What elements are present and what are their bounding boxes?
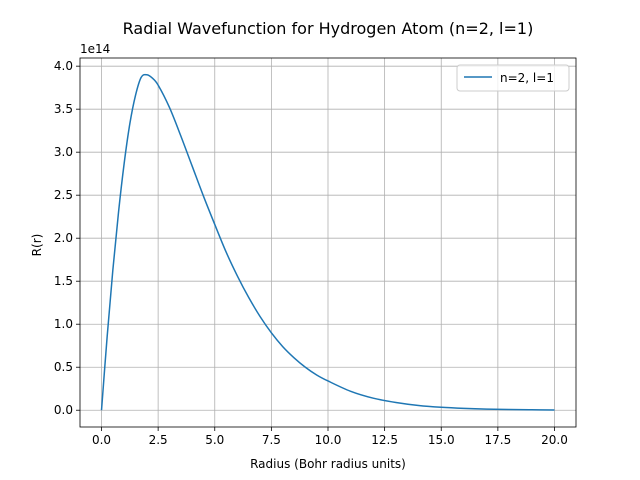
y-scale-label: 1e14 <box>80 42 110 56</box>
plot-frame <box>79 57 577 428</box>
x-tick-label: 5.0 <box>205 433 224 447</box>
axes-layer: 0.0 2.5 5.0 7.5 10.0 12.5 15.0 17.5 20.0 0.0 0.5 1.… <box>54 57 577 447</box>
y-axis-label: R(r) <box>30 234 44 257</box>
y-tick-label: 2.5 <box>54 188 73 202</box>
x-tick-label: 10.0 <box>315 433 342 447</box>
legend: n=2, l=1 <box>456 64 570 92</box>
y-tick-label: 1.5 <box>54 274 73 288</box>
x-tick-label: 2.5 <box>149 433 168 447</box>
y-tick-label: 0.5 <box>54 360 73 374</box>
grid-layer <box>80 58 576 427</box>
x-tick-label: 12.5 <box>371 433 398 447</box>
x-tick-label: 17.5 <box>485 433 512 447</box>
y-tick-label: 2.0 <box>54 231 73 245</box>
legend-label: n=2, l=1 <box>500 71 554 85</box>
y-tick-label: 1.0 <box>54 317 73 331</box>
x-axis-label: Radius (Bohr radius units) <box>250 457 406 471</box>
legend-box <box>456 64 570 92</box>
x-tick-label: 7.5 <box>262 433 281 447</box>
y-tick-label: 3.5 <box>54 102 73 116</box>
x-tick-label: 15.0 <box>428 433 455 447</box>
chart-title: Radial Wavefunction for Hydrogen Atom (n… <box>123 19 534 38</box>
series-layer <box>100 73 555 411</box>
x-tick-label: 20.0 <box>541 433 568 447</box>
y-tick-label: 4.0 <box>54 59 73 73</box>
y-tick-label: 3.0 <box>54 145 73 159</box>
x-tick-label: 0.0 <box>92 433 111 447</box>
y-tick-label: 0.0 <box>54 403 73 417</box>
series-line <box>100 73 555 411</box>
